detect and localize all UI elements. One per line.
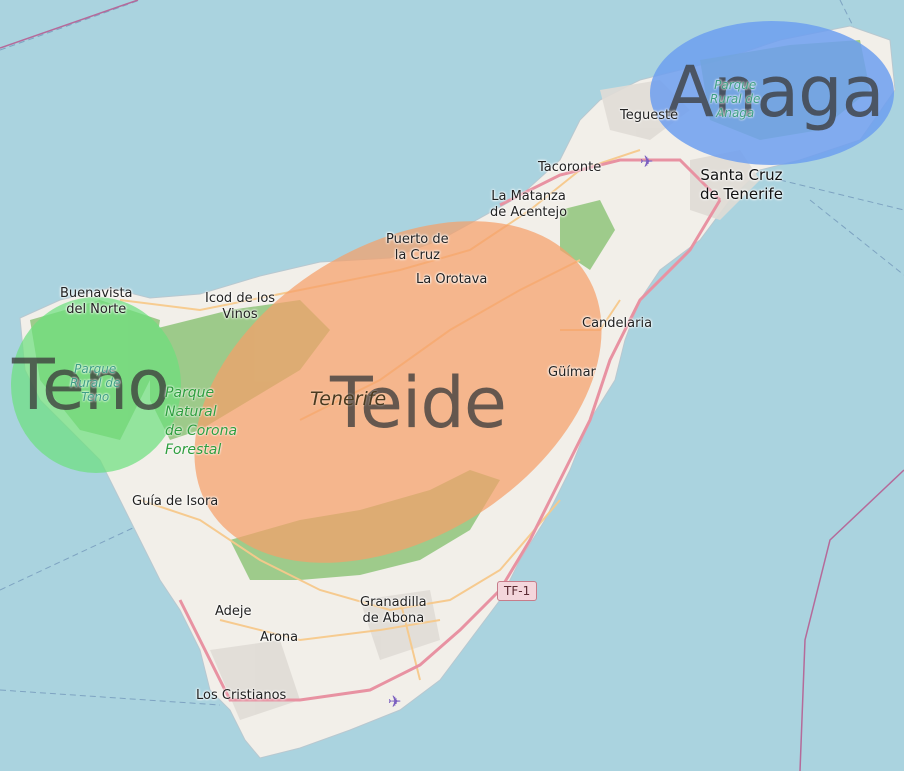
place-icod: Icod de los Vinos: [205, 291, 276, 322]
place-adeje: Adeje: [215, 604, 252, 619]
place-puerto-cruz: Puerto de la Cruz: [386, 232, 449, 263]
park-label-teno: Parque Rural de Teno: [70, 362, 121, 404]
zone-teno: [11, 297, 181, 473]
place-tacoronte: Tacoronte: [538, 160, 602, 175]
place-buenavista: Buenavista del Norte: [60, 286, 133, 317]
zone-teide: [194, 221, 602, 563]
zone-anaga: [650, 21, 894, 165]
airport-north-icon: ✈: [640, 152, 654, 171]
zone-label-anaga: Anaga: [666, 51, 884, 133]
zone-label-teide: Teide: [330, 362, 507, 444]
place-los-cristianos: Los Cristianos: [196, 688, 287, 703]
place-la-orotava: La Orotava: [416, 272, 488, 287]
park-label-anaga: Parque Rural de Anaga: [710, 78, 761, 120]
place-tegueste: Tegueste: [620, 108, 679, 123]
park-label-corona: Parque Natural de Corona Forestal: [165, 385, 238, 458]
zone-label-teno: Teno: [12, 344, 170, 426]
place-santa-cruz: Santa Cruz de Tenerife: [700, 166, 783, 203]
place-la-matanza: La Matanza de Acentejo: [490, 189, 568, 220]
place-guimar: Güímar: [548, 365, 596, 380]
place-granadilla: Granadilla de Abona: [360, 595, 427, 626]
airport-south-icon: ✈: [388, 692, 402, 711]
road-shield-tf1: TF-1: [497, 581, 538, 601]
place-arona: Arona: [260, 630, 299, 645]
island-label: Tenerife: [310, 388, 387, 410]
place-guia-isora: Guía de Isora: [132, 494, 219, 509]
place-candelaria: Candelaria: [582, 316, 653, 331]
